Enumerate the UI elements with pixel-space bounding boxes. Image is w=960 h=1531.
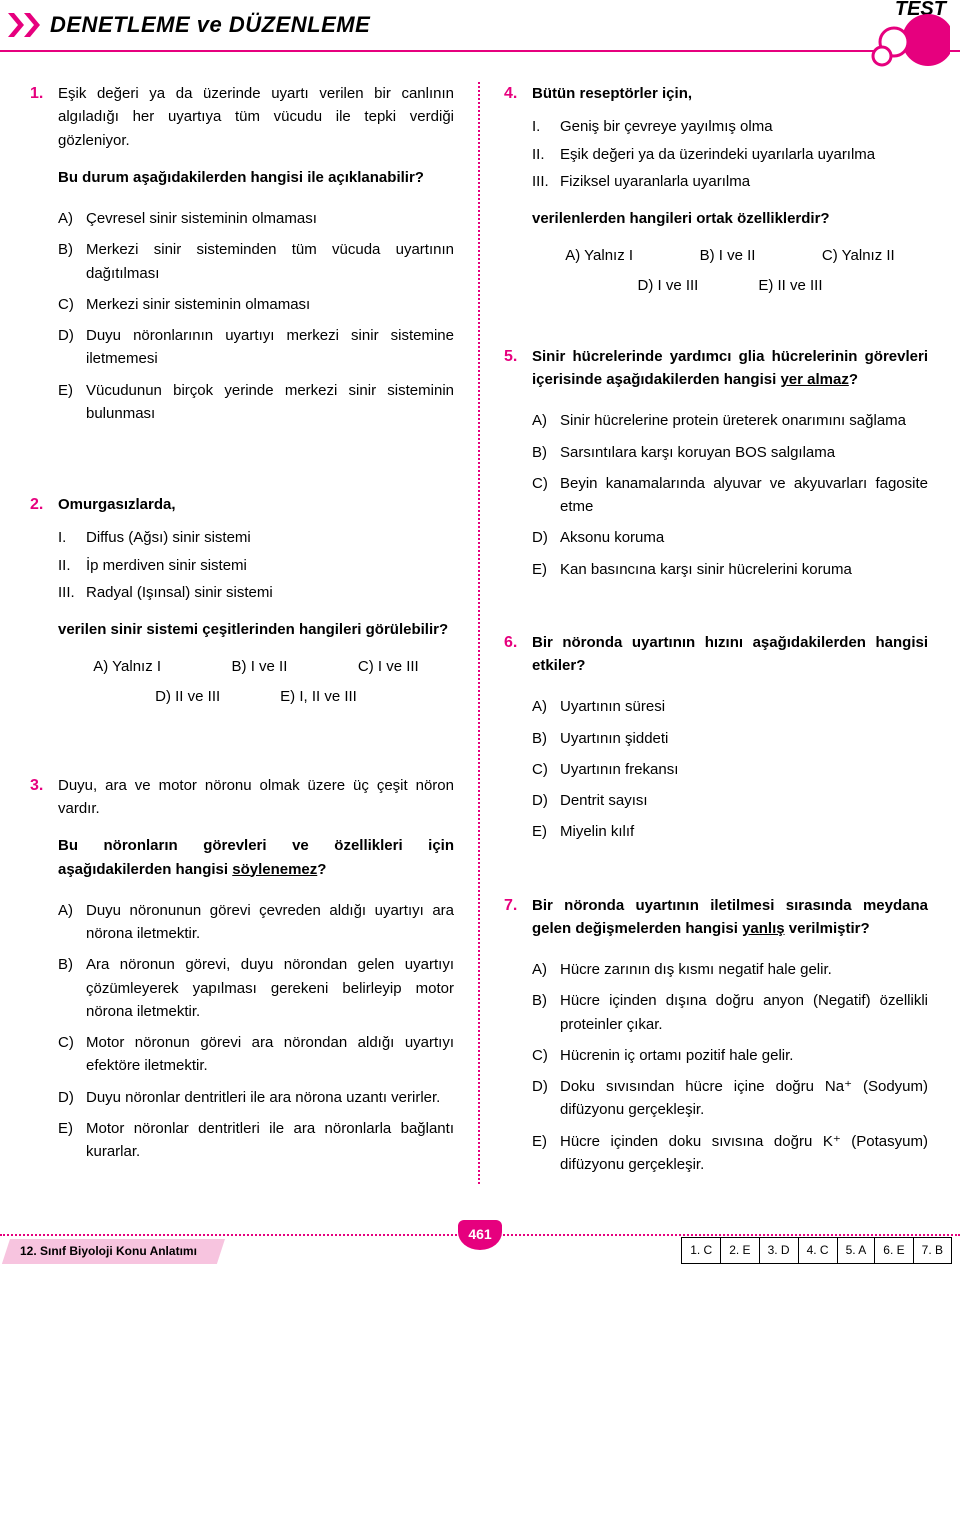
answer-5: 5. A [838, 1238, 876, 1263]
question-2: 2. Omurgasızlarda, I.Diffus (Ağsı) sinir… [30, 493, 454, 714]
question-number: 6. [504, 631, 532, 852]
inline-options: A) Yalnız I B) I ve II C) I ve III D) II… [58, 655, 454, 708]
option-e: E)Motor nöronlar dentritleri ile ara nör… [58, 1117, 454, 1164]
question-intro: Omurgasızlarda, [58, 493, 454, 516]
question-prompt: verilenlerden hangileri ortak özellikler… [532, 207, 928, 230]
question-number: 2. [30, 493, 58, 714]
option-e: E)Miyelin kılıf [532, 820, 928, 843]
option-e: E)Vücudunun birçok yerinde merkezi sinir… [58, 379, 454, 426]
option-b: B)Uyartının şiddeti [532, 727, 928, 750]
question-prompt: Bu nöronların görevleri ve özellikleri i… [58, 834, 454, 881]
roman-i: I.Diffus (Ağsı) sinir sistemi [58, 526, 454, 549]
answer-7: 7. B [914, 1238, 951, 1263]
option-b: B)Hücre içinden dışına doğru anyon (Nega… [532, 989, 928, 1036]
answer-key: 1. C 2. E 3. D 4. C 5. A 6. E 7. B [681, 1237, 952, 1264]
question-5: 5. Sinir hücrelerinde yardımcı glia hücr… [504, 345, 928, 589]
answer-3: 3. D [760, 1238, 799, 1263]
roman-iii: III.Radyal (Işınsal) sinir sistemi [58, 581, 454, 604]
question-intro: Duyu, ara ve motor nöronu olmak üzere üç… [58, 774, 454, 821]
option-d: D)Duyu nöronlarının uyartıyı merkezi sin… [58, 324, 454, 371]
roman-ii: II.Eşik değeri ya da üzerindeki uyarılar… [532, 143, 928, 166]
question-3: 3. Duyu, ara ve motor nöronu olmak üzere… [30, 774, 454, 1172]
right-column: 4. Bütün reseptörler için, I.Geniş bir ç… [482, 82, 928, 1184]
chevron-icon [8, 13, 40, 37]
page-number: 461 [458, 1220, 502, 1250]
option-b: B)Ara nöronun görevi, duyu nörondan gele… [58, 953, 454, 1023]
option-a: A)Hücre zarının dış kısmı negatif hale g… [532, 958, 928, 981]
option-e: E)Kan basıncına karşı sinir hücrelerini … [532, 558, 928, 581]
option-c: C)Motor nöronun görevi ara nörondan aldı… [58, 1031, 454, 1078]
page-header: DENETLEME ve DÜZENLEME TEST [0, 0, 960, 52]
roman-iii: III.Fiziksel uyaranlarla uyarılma [532, 170, 928, 193]
question-number: 3. [30, 774, 58, 1172]
option-c: C)Beyin kanamalarında alyuvar ve akyuvar… [532, 472, 928, 519]
option-c: C)Uyartının frekansı [532, 758, 928, 781]
option-d: D)Doku sıvısından hücre içine doğru Na⁺ … [532, 1075, 928, 1122]
option-a: A)Çevresel sinir sisteminin olmaması [58, 207, 454, 230]
option-c: C)Hücrenin iç ortamı pozitif hale gelir. [532, 1044, 928, 1067]
question-prompt: Bir nöronda uyartının iletilmesi sırasın… [532, 894, 928, 941]
decorative-circles-icon [860, 12, 950, 72]
question-6: 6. Bir nöronda uyartının hızını aşağıdak… [504, 631, 928, 852]
option-a: A)Duyu nöronunun görevi çevreden aldığı … [58, 899, 454, 946]
option-d: D)Dentrit sayısı [532, 789, 928, 812]
book-title-label: 12. Sınıf Biyoloji Konu Anlatımı [2, 1239, 225, 1264]
question-intro: Bütün reseptörler için, [532, 82, 928, 105]
option-d: D)Aksonu koruma [532, 526, 928, 549]
answer-1: 1. C [682, 1238, 721, 1263]
left-column: 1. Eşik değeri ya da üzerinde uyartı ver… [30, 82, 476, 1184]
question-prompt: Sinir hücrelerinde yardımcı glia hücrele… [532, 345, 928, 392]
question-number: 1. [30, 82, 58, 433]
chapter-title: DENETLEME ve DÜZENLEME [50, 8, 370, 42]
question-7: 7. Bir nöronda uyartının iletilmesi sıra… [504, 894, 928, 1185]
page-footer: 461 12. Sınıf Biyoloji Konu Anlatımı 1. … [0, 1220, 960, 1266]
answer-6: 6. E [875, 1238, 913, 1263]
option-b: B)Sarsıntılara karşı koruyan BOS salgıla… [532, 441, 928, 464]
column-divider [478, 82, 480, 1184]
option-d: D)Duyu nöronlar dentritleri ile ara nöro… [58, 1086, 454, 1109]
inline-options: A) Yalnız I B) I ve II C) Yalnız II D) I… [532, 244, 928, 297]
option-b: B)Merkezi sinir sisteminden tüm vücuda u… [58, 238, 454, 285]
option-a: A)Sinir hücrelerine protein üreterek ona… [532, 409, 928, 432]
question-4: 4. Bütün reseptörler için, I.Geniş bir ç… [504, 82, 928, 303]
option-c: C)Merkezi sinir sisteminin olmaması [58, 293, 454, 316]
content-area: 1. Eşik değeri ya da üzerinde uyartı ver… [0, 52, 960, 1214]
answer-4: 4. C [799, 1238, 838, 1263]
option-e: E)Hücre içinden doku sıvısına doğru K⁺ (… [532, 1130, 928, 1177]
question-intro: Eşik değeri ya da üzerinde uyartı verile… [58, 82, 454, 152]
roman-ii: II.İp merdiven sinir sistemi [58, 554, 454, 577]
question-1: 1. Eşik değeri ya da üzerinde uyartı ver… [30, 82, 454, 433]
option-a: A)Uyartının süresi [532, 695, 928, 718]
answer-2: 2. E [721, 1238, 759, 1263]
roman-i: I.Geniş bir çevreye yayılmış olma [532, 115, 928, 138]
question-number: 4. [504, 82, 532, 303]
question-prompt: verilen sinir sistemi çeşitlerinden hang… [58, 618, 454, 641]
question-prompt: Bu durum aşağıdakilerden hangisi ile açı… [58, 166, 454, 189]
question-number: 7. [504, 894, 532, 1185]
question-number: 5. [504, 345, 532, 589]
question-prompt: Bir nöronda uyartının hızını aşağıdakile… [532, 631, 928, 678]
